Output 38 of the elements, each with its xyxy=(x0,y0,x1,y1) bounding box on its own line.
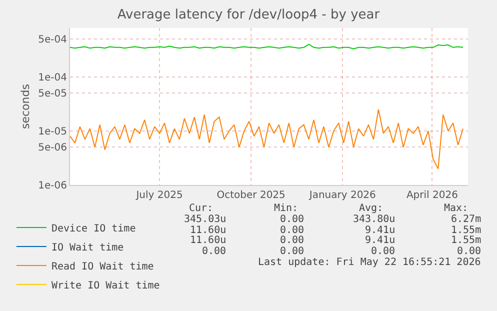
legend-label: Device IO time xyxy=(51,223,136,234)
x-tick-label: July 2025 xyxy=(135,190,183,201)
y-tick-label: 1e-05 xyxy=(38,126,67,138)
text: Last update: Fri May 22 16:55:21 2026 xyxy=(258,257,481,268)
text: 11.60u xyxy=(190,235,226,246)
y-tick-label: 5e-06 xyxy=(38,142,67,154)
x-tick-label: October 2025 xyxy=(216,190,286,201)
text: Max: xyxy=(444,203,468,214)
text: Avg: xyxy=(359,203,384,214)
legend-label: Write IO Wait time xyxy=(51,280,160,292)
text: 0.00 xyxy=(280,235,304,246)
text: 9.41u xyxy=(365,235,396,246)
text: Cur: xyxy=(189,203,214,214)
y-tick-label: 1e-04 xyxy=(38,72,67,84)
text: 1.55m xyxy=(451,235,482,246)
chart-title: Average latency for /dev/loop4 - by year xyxy=(117,8,380,23)
y-tick-label: 5e-04 xyxy=(38,34,67,46)
x-tick-label: April 2026 xyxy=(406,190,458,201)
text: 0.00 xyxy=(280,214,304,225)
legend-label: IO Wait time xyxy=(51,242,124,254)
text: 0.00 xyxy=(371,246,396,257)
y-axis-title: seconds xyxy=(18,84,32,129)
text: 0.00 xyxy=(280,225,304,236)
text: 1.55m xyxy=(451,225,482,236)
text: 0.00 xyxy=(457,246,482,257)
line-series xyxy=(70,108,464,170)
text: 9.41u xyxy=(365,225,396,236)
text: Min: xyxy=(274,203,298,214)
text: 345.03u xyxy=(184,214,226,225)
y-tick-label: 1e-06 xyxy=(38,180,67,192)
legend-label: Read IO Wait time xyxy=(51,261,154,272)
text: 343.80u xyxy=(353,214,396,225)
text: 11.60u xyxy=(190,225,226,236)
text: 6.27m xyxy=(451,214,482,225)
text: 0.00 xyxy=(280,246,304,257)
y-tick-label: 5e-05 xyxy=(38,88,67,100)
x-tick-label: January 2026 xyxy=(308,190,376,201)
text: 0.00 xyxy=(202,246,226,257)
